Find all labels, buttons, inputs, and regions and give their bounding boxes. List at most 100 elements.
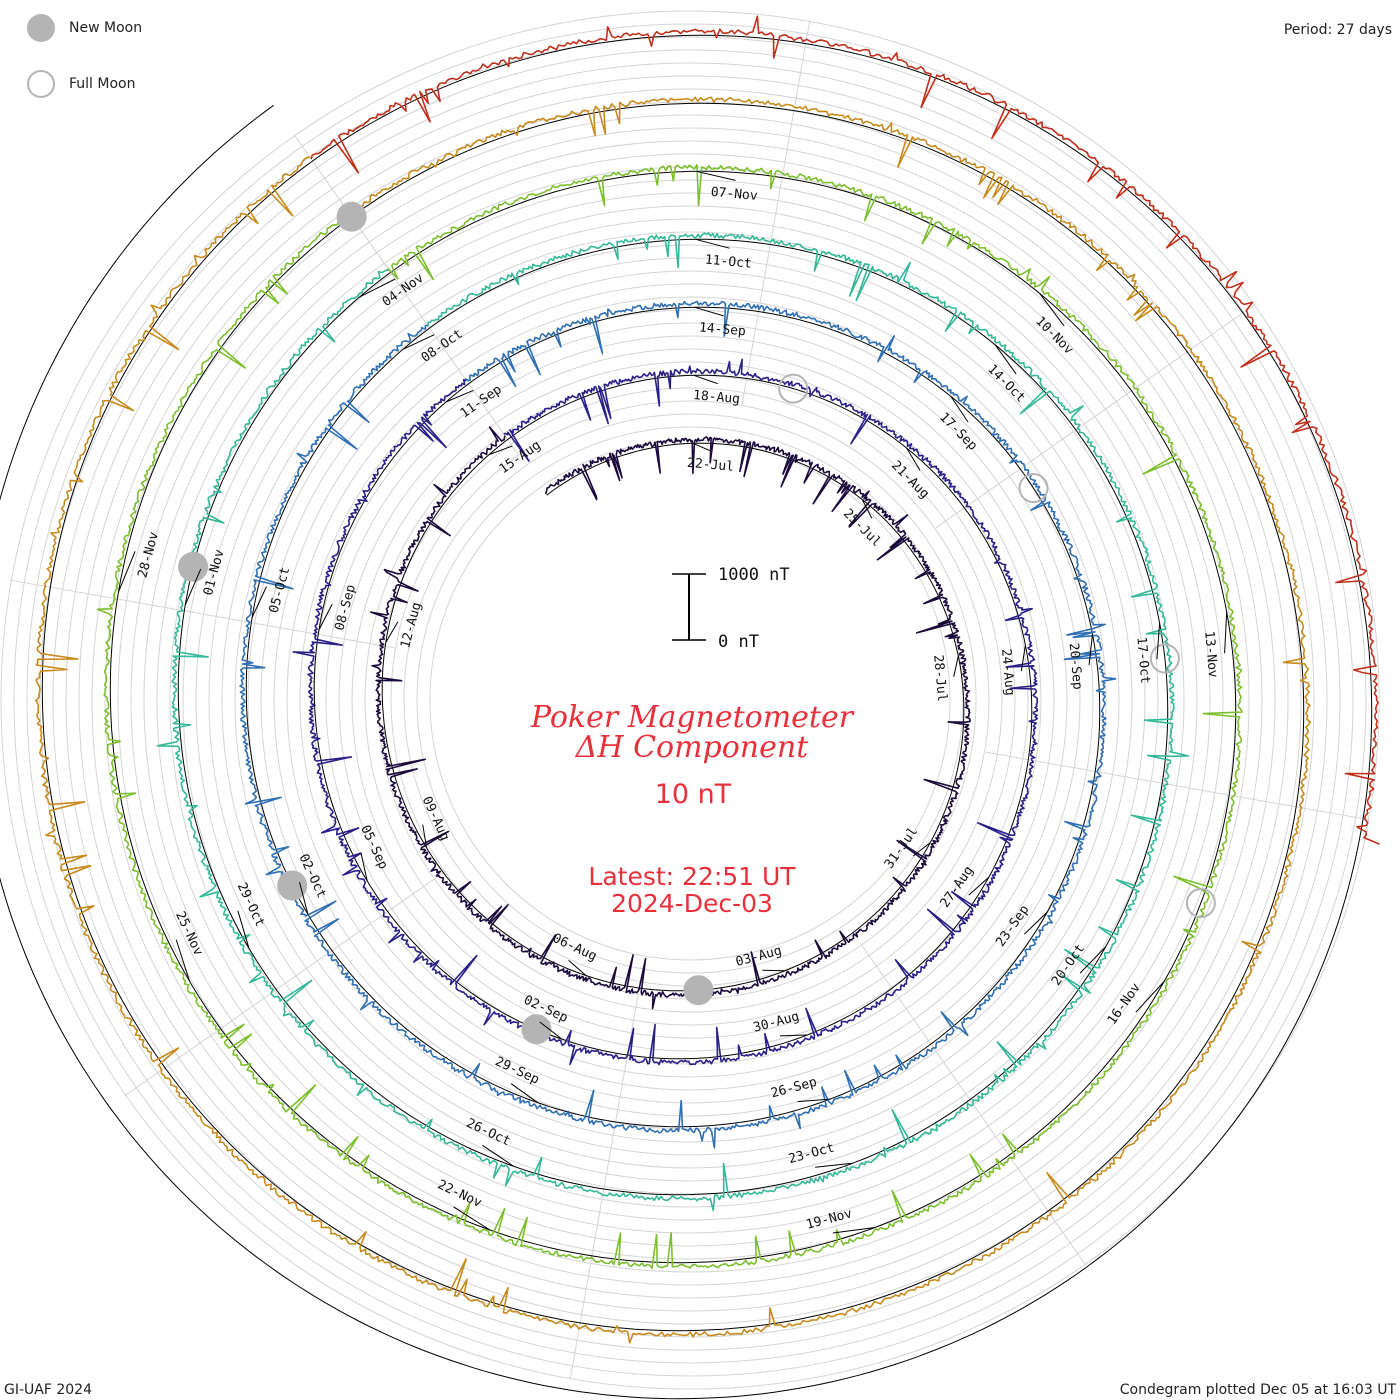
date-tick-mark	[694, 306, 724, 317]
date-tick: 17-Sep	[936, 396, 980, 454]
grid-ring	[104, 114, 1276, 1286]
date-tick-label: 03-Aug	[734, 943, 783, 970]
date-tick-label: 29-Oct	[234, 880, 267, 929]
date-tick-mark	[117, 551, 136, 593]
grid-ring	[286, 296, 1094, 1104]
date-tick-mark	[994, 344, 1017, 375]
date-tick-mark	[696, 170, 736, 181]
date-tick: 27-Aug	[938, 864, 990, 911]
date-tick-label: 14-Sep	[698, 320, 746, 339]
grid-ring	[338, 348, 1042, 1052]
date-tick-mark	[402, 334, 435, 350]
trace-turn-4	[156, 232, 1189, 1212]
full-moon-marker	[1018, 473, 1049, 504]
grid-ring	[182, 192, 1198, 1208]
date-tick-mark	[912, 842, 931, 857]
date-tick-label: 12-Aug	[398, 601, 425, 650]
legend-full-moon: Full Moon	[27, 70, 135, 98]
date-tick-label: 28-Nov	[135, 530, 162, 579]
date-tick-label: 05-Oct	[267, 565, 294, 614]
date-tick-label: 28-Jul	[930, 654, 949, 702]
date-tick-mark	[695, 238, 730, 249]
grid-ring	[273, 283, 1107, 1117]
date-tick-label: 22-Nov	[435, 1177, 484, 1211]
trace-turn-3	[239, 300, 1117, 1149]
trace-turn-2	[292, 358, 1039, 1066]
grid-spoke	[569, 995, 639, 1380]
grid-spoke	[293, 134, 519, 455]
date-tick-mark	[1135, 981, 1165, 1013]
date-tick: 24-Aug	[998, 644, 1026, 696]
date-tick-mark	[1079, 946, 1107, 974]
scale-top-label: 1000 nT	[718, 565, 790, 585]
data-traces	[35, 15, 1380, 1344]
date-tick: 17-Oct	[1133, 622, 1161, 684]
trace-turn-1	[370, 426, 971, 1010]
date-tick: 30-Aug	[752, 1009, 808, 1037]
grid-ring	[351, 361, 1029, 1039]
date-tick-mark	[1088, 633, 1093, 666]
date-tick-label: 23-Sep	[993, 902, 1032, 949]
full-moon-marker	[778, 373, 809, 404]
date-tick-mark	[832, 1227, 875, 1234]
date-tick-label: 23-Oct	[787, 1140, 836, 1167]
date-tick: 21-Aug	[888, 447, 932, 502]
grid-ring	[117, 127, 1263, 1273]
date-tick-label: 29-Sep	[493, 1054, 542, 1088]
date-tick-mark	[445, 389, 474, 403]
date-tick-mark	[797, 1098, 830, 1103]
date-tick-mark	[1020, 644, 1026, 672]
date-tick: 29-Sep	[493, 1054, 542, 1104]
date-tick-mark	[815, 1162, 853, 1168]
new-moon-marker	[178, 551, 209, 582]
date-tick-mark	[539, 1021, 563, 1040]
legend-full-moon-label: Full Moon	[69, 76, 136, 92]
date-tick-mark	[692, 442, 712, 452]
grid-ring	[78, 88, 1302, 1312]
date-tick-mark	[184, 568, 202, 605]
date-tick: 11-Sep	[445, 382, 505, 421]
grid-spoke	[935, 303, 1256, 529]
date-tick: 07-Nov	[696, 170, 758, 204]
date-tick-label: 15-Aug	[497, 438, 544, 477]
date-tick-mark	[175, 939, 190, 982]
date-tick: 28-Jul	[930, 654, 959, 702]
date-tick-label: 11-Oct	[704, 253, 752, 272]
date-tick-mark	[779, 1034, 808, 1037]
date-tick-label: 16-Nov	[1105, 980, 1144, 1027]
moon-markers	[178, 201, 1216, 1045]
baseline-spiral	[0, 34, 1373, 1400]
date-tick-mark	[568, 960, 587, 976]
date-tick: 03-Aug	[734, 943, 785, 972]
date-tick: 22-Jul	[686, 442, 735, 475]
date-tick-mark	[1156, 622, 1161, 660]
grid-ring	[169, 179, 1211, 1221]
new-moon-marker	[277, 870, 308, 901]
date-tick-mark	[968, 876, 990, 896]
new-moon-marker	[336, 201, 367, 232]
scale-bottom-label: 0 nT	[718, 632, 759, 652]
date-tick: 13-Nov	[1201, 611, 1228, 679]
date-tick-mark	[861, 499, 873, 519]
center-annotations: 1000 nT 0 nT Poker Magnetometer ΔH Compo…	[530, 565, 855, 918]
date-tick-mark	[762, 969, 785, 972]
grid-spoke	[124, 871, 445, 1097]
grid-ring	[65, 75, 1315, 1325]
trace-turn-7	[310, 15, 1380, 845]
credit-label: GI-UAF 2024	[4, 1382, 92, 1398]
date-tick-label: 11-Sep	[458, 382, 505, 421]
date-tick-label: 22-Jul	[686, 456, 734, 475]
chart-subtitle: ΔH Component	[575, 730, 809, 765]
grid-spoke	[985, 751, 1370, 821]
grid-ring	[208, 218, 1172, 1182]
date-tick: 19-Nov	[805, 1206, 875, 1234]
grid-ring	[195, 205, 1185, 1195]
date-tick-label: 31-Jul	[882, 825, 921, 872]
grid-ring	[312, 322, 1068, 1078]
date-tick-mark	[422, 824, 428, 848]
date-tick: 22-Nov	[435, 1177, 491, 1231]
date-tick-mark	[482, 1144, 515, 1167]
grid-ring	[416, 426, 964, 974]
date-tick-mark	[360, 853, 368, 882]
